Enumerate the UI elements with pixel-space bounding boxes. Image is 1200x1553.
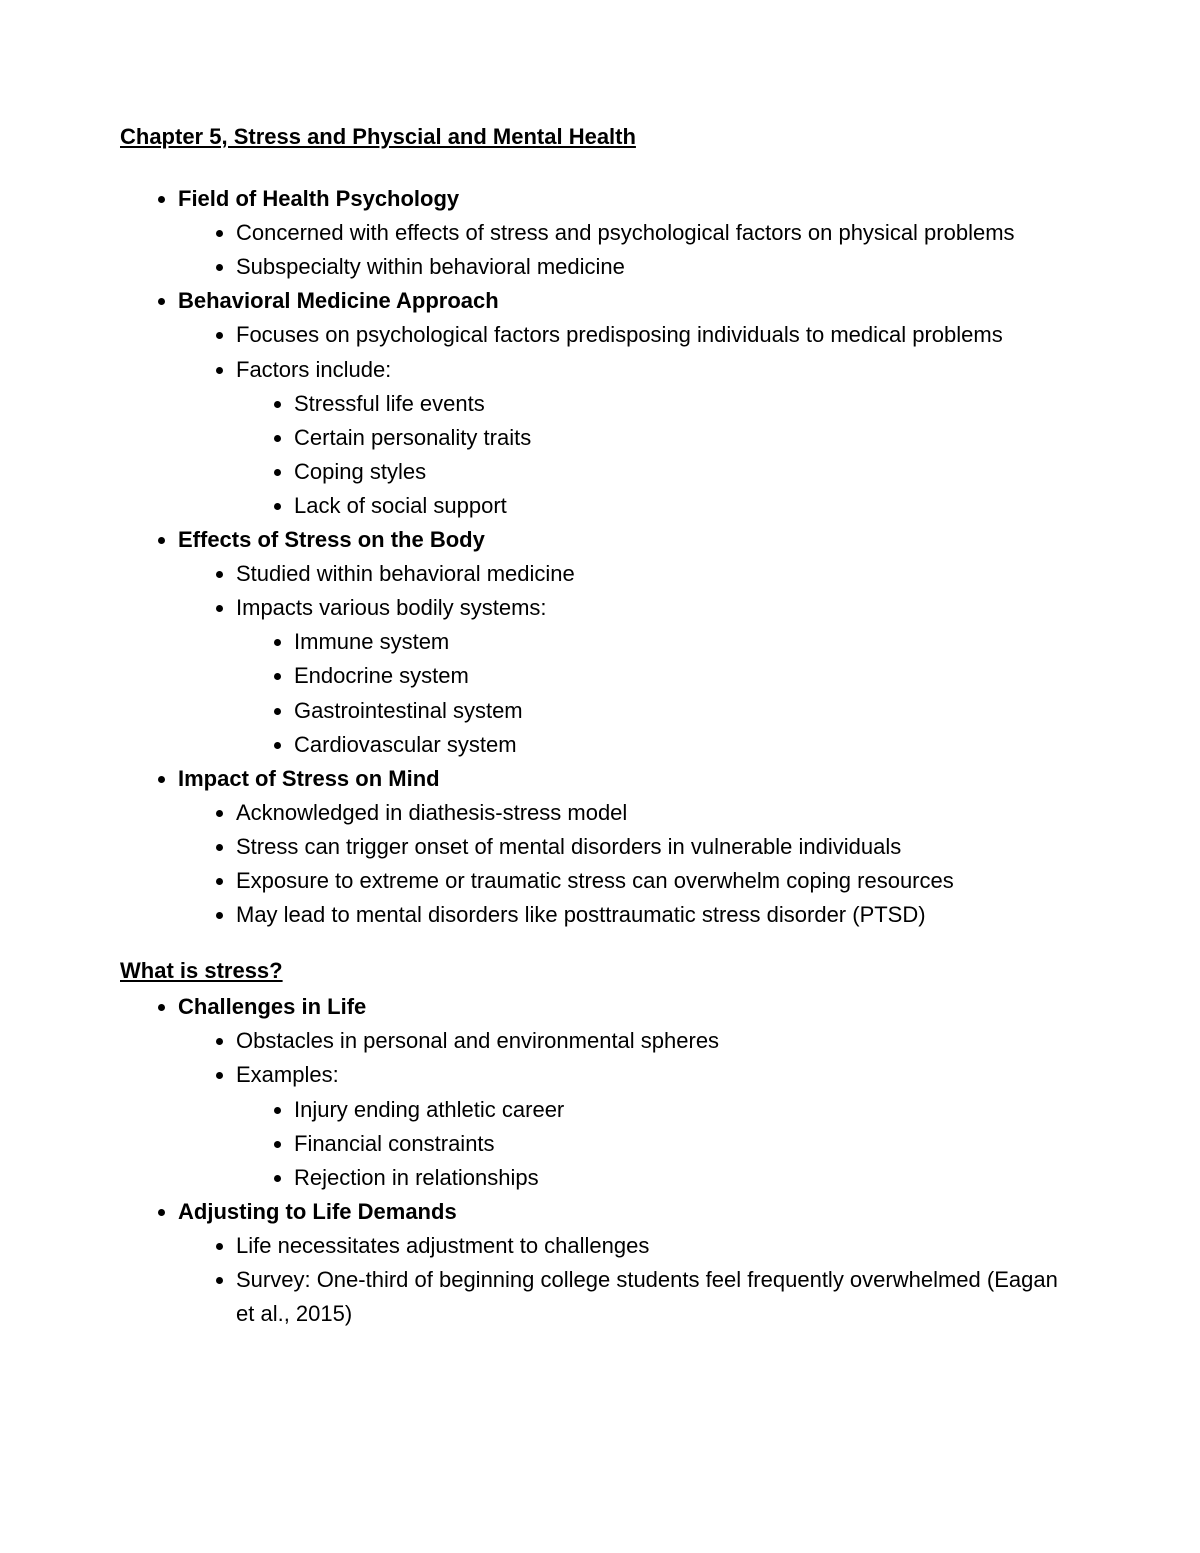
- list-item: Coping styles: [294, 455, 1080, 489]
- chapter-title: Chapter 5, Stress and Physcial and Menta…: [120, 120, 1080, 154]
- section-heading: Behavioral Medicine Approach: [178, 288, 499, 313]
- list-item: Acknowledged in diathesis-stress model: [236, 796, 1080, 830]
- list-item: Stressful life events: [294, 387, 1080, 421]
- item-text: Factors include:: [236, 357, 391, 382]
- list-item: May lead to mental disorders like posttr…: [236, 898, 1080, 932]
- section-heading: Impact of Stress on Mind: [178, 766, 440, 791]
- list-item: Examples: Injury ending athletic career …: [236, 1058, 1080, 1194]
- list-item: Gastrointestinal system: [294, 694, 1080, 728]
- list-item: Lack of social support: [294, 489, 1080, 523]
- outline-level-2: Obstacles in personal and environmental …: [178, 1024, 1080, 1194]
- item-text: Impacts various bodily systems:: [236, 595, 547, 620]
- outline-level-2: Acknowledged in diathesis-stress model S…: [178, 796, 1080, 932]
- list-item: Subspecialty within behavioral medicine: [236, 250, 1080, 284]
- list-item: Field of Health Psychology Concerned wit…: [178, 182, 1080, 284]
- list-item: Behavioral Medicine Approach Focuses on …: [178, 284, 1080, 523]
- list-item: Life necessitates adjustment to challeng…: [236, 1229, 1080, 1263]
- section-heading: Adjusting to Life Demands: [178, 1199, 457, 1224]
- list-item: Rejection in relationships: [294, 1161, 1080, 1195]
- list-item: Exposure to extreme or traumatic stress …: [236, 864, 1080, 898]
- outline-level-3: Immune system Endocrine system Gastroint…: [236, 625, 1080, 761]
- list-item: Cardiovascular system: [294, 728, 1080, 762]
- section-heading: Effects of Stress on the Body: [178, 527, 485, 552]
- list-item: Obstacles in personal and environmental …: [236, 1024, 1080, 1058]
- outline-level-2: Life necessitates adjustment to challeng…: [178, 1229, 1080, 1331]
- list-item: Endocrine system: [294, 659, 1080, 693]
- list-item: Focuses on psychological factors predisp…: [236, 318, 1080, 352]
- document-page: Chapter 5, Stress and Physcial and Menta…: [0, 0, 1200, 1553]
- outline-level-2: Concerned with effects of stress and psy…: [178, 216, 1080, 284]
- list-item: Concerned with effects of stress and psy…: [236, 216, 1080, 250]
- list-item: Factors include: Stressful life events C…: [236, 353, 1080, 523]
- outline-level-1: Field of Health Psychology Concerned wit…: [120, 182, 1080, 932]
- section-heading: Challenges in Life: [178, 994, 366, 1019]
- list-item: Certain personality traits: [294, 421, 1080, 455]
- outline-level-1: Challenges in Life Obstacles in personal…: [120, 990, 1080, 1331]
- subheading: What is stress?: [120, 954, 1080, 988]
- outline-level-2: Focuses on psychological factors predisp…: [178, 318, 1080, 523]
- outline-level-3: Injury ending athletic career Financial …: [236, 1093, 1080, 1195]
- list-item: Challenges in Life Obstacles in personal…: [178, 990, 1080, 1195]
- list-item: Effects of Stress on the Body Studied wi…: [178, 523, 1080, 762]
- list-item: Adjusting to Life Demands Life necessita…: [178, 1195, 1080, 1331]
- list-item: Immune system: [294, 625, 1080, 659]
- outline-level-3: Stressful life events Certain personalit…: [236, 387, 1080, 523]
- list-item: Survey: One-third of beginning college s…: [236, 1263, 1080, 1331]
- list-item: Studied within behavioral medicine: [236, 557, 1080, 591]
- list-item: Financial constraints: [294, 1127, 1080, 1161]
- outline-level-2: Studied within behavioral medicine Impac…: [178, 557, 1080, 762]
- list-item: Injury ending athletic career: [294, 1093, 1080, 1127]
- list-item: Impact of Stress on Mind Acknowledged in…: [178, 762, 1080, 932]
- section-heading: Field of Health Psychology: [178, 186, 459, 211]
- item-text: Examples:: [236, 1062, 339, 1087]
- list-item: Stress can trigger onset of mental disor…: [236, 830, 1080, 864]
- list-item: Impacts various bodily systems: Immune s…: [236, 591, 1080, 761]
